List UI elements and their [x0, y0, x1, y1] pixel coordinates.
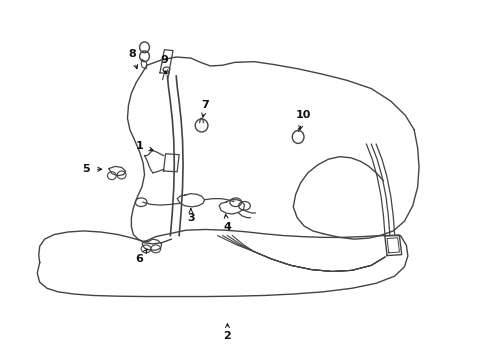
Text: 3: 3: [187, 213, 194, 222]
Text: 1: 1: [136, 141, 143, 151]
Text: 10: 10: [295, 111, 310, 121]
Text: 6: 6: [136, 254, 143, 264]
Text: 8: 8: [128, 49, 136, 59]
Text: 4: 4: [223, 222, 231, 231]
Text: 2: 2: [223, 331, 231, 341]
Text: 7: 7: [201, 100, 209, 110]
Text: 9: 9: [160, 55, 168, 65]
Text: 5: 5: [82, 164, 90, 174]
